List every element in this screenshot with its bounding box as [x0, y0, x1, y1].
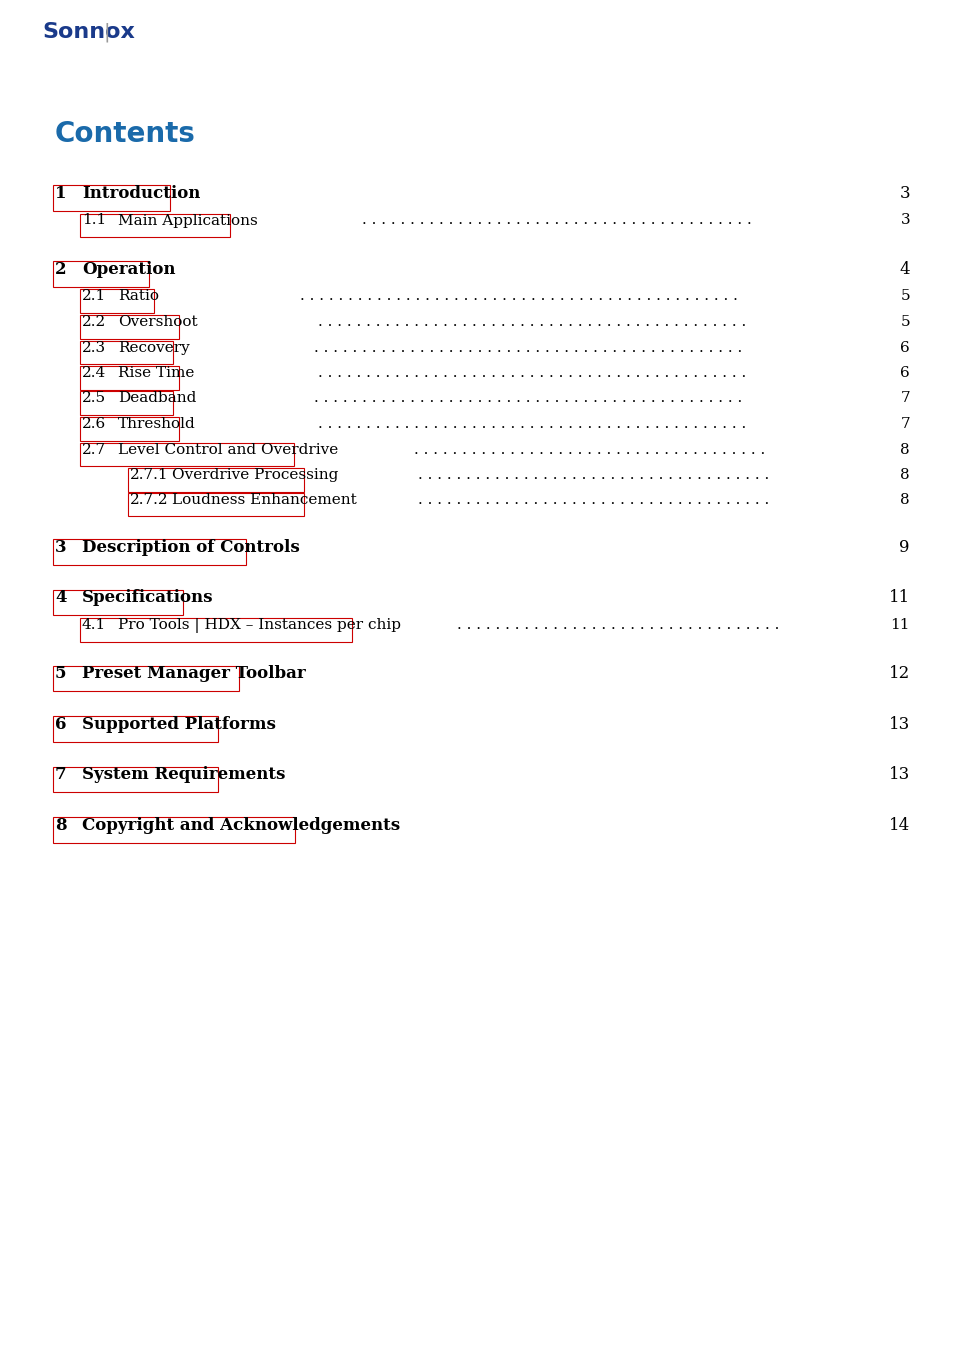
Text: 2.2: 2.2 [82, 315, 106, 329]
Bar [52, 261, 149, 286]
Text: 2.4: 2.4 [82, 366, 106, 379]
Text: 3: 3 [900, 213, 909, 228]
Text: System Requirements: System Requirements [82, 767, 285, 783]
Bar [128, 468, 303, 491]
Bar [79, 366, 179, 390]
Text: 14: 14 [888, 817, 909, 834]
Text: 12: 12 [888, 666, 909, 683]
Text: . . . . . . . . . . . . . . . . . . . . . . . . . . . . . . . . . . . . . . . . : . . . . . . . . . . . . . . . . . . . . … [314, 392, 747, 405]
Bar [52, 666, 239, 691]
Text: 5: 5 [900, 315, 909, 329]
Bar [79, 340, 172, 364]
Bar [79, 392, 172, 416]
Text: Deadband: Deadband [118, 392, 196, 405]
Bar [79, 443, 294, 466]
Text: . . . . . . . . . . . . . . . . . . . . . . . . . . . . . . . . . . . . .: . . . . . . . . . . . . . . . . . . . . … [417, 468, 774, 482]
Text: 2.7: 2.7 [82, 443, 106, 456]
Text: Preset Manager Toolbar: Preset Manager Toolbar [82, 666, 305, 683]
Text: 2.1: 2.1 [82, 289, 106, 304]
Text: . . . . . . . . . . . . . . . . . . . . . . . . . . . . . . . . . . . . . . . . : . . . . . . . . . . . . . . . . . . . . … [362, 213, 757, 228]
Text: 7: 7 [55, 767, 67, 783]
Text: Overshoot: Overshoot [118, 315, 197, 329]
Text: . . . . . . . . . . . . . . . . . . . . . . . . . . . . . . . . . . . . .: . . . . . . . . . . . . . . . . . . . . … [417, 493, 774, 506]
Text: 2.5: 2.5 [82, 392, 106, 405]
Text: 6: 6 [55, 716, 67, 733]
Text: Loudness Enhancement: Loudness Enhancement [172, 493, 356, 506]
Text: 8: 8 [900, 468, 909, 482]
Text: 9: 9 [899, 539, 909, 556]
Text: Threshold: Threshold [118, 417, 195, 431]
Text: . . . . . . . . . . . . . . . . . . . . . . . . . . . . . . . . . . . . . . . . : . . . . . . . . . . . . . . . . . . . . … [317, 417, 750, 431]
Bar [52, 716, 218, 742]
Text: . . . . . . . . . . . . . . . . . . . . . . . . . . . . . . . . . . . . . . . . : . . . . . . . . . . . . . . . . . . . . … [300, 289, 742, 304]
Text: . . . . . . . . . . . . . . . . . . . . . . . . . . . . . . . . . . . . . . . . : . . . . . . . . . . . . . . . . . . . . … [317, 366, 750, 379]
Text: Pro Tools | HDX – Instances per chip: Pro Tools | HDX – Instances per chip [118, 618, 400, 633]
Text: 6: 6 [900, 366, 909, 379]
Text: 2.3: 2.3 [82, 340, 106, 355]
Text: 7: 7 [900, 417, 909, 431]
Text: 13: 13 [888, 716, 909, 733]
Text: 11: 11 [888, 590, 909, 606]
Text: 7: 7 [900, 392, 909, 405]
Text: . . . . . . . . . . . . . . . . . . . . . . . . . . . . . . . . . . . . . . . . : . . . . . . . . . . . . . . . . . . . . … [314, 340, 747, 355]
Text: . . . . . . . . . . . . . . . . . . . . . . . . . . . . . . . . . . . . . . . . : . . . . . . . . . . . . . . . . . . . . … [317, 315, 750, 329]
Bar [52, 185, 170, 211]
Text: Operation: Operation [82, 261, 175, 278]
Bar [128, 493, 303, 516]
Text: 8: 8 [55, 817, 67, 834]
Bar [52, 817, 294, 842]
Bar [79, 213, 231, 238]
Text: Recovery: Recovery [118, 340, 190, 355]
Text: 1: 1 [55, 185, 67, 202]
Text: Copyright and Acknowledgements: Copyright and Acknowledgements [82, 817, 399, 834]
Text: Ratio: Ratio [118, 289, 159, 304]
Bar [52, 590, 183, 616]
Text: Introduction: Introduction [82, 185, 200, 202]
Text: 3: 3 [899, 185, 909, 202]
Text: Contents: Contents [55, 120, 195, 148]
Text: 2.7.2: 2.7.2 [130, 493, 169, 506]
Text: 4.1: 4.1 [82, 618, 106, 632]
Bar [79, 618, 352, 641]
Text: 8: 8 [900, 443, 909, 456]
Bar [79, 315, 179, 339]
Text: 5: 5 [55, 666, 67, 683]
Text: Specifications: Specifications [82, 590, 213, 606]
Text: 13: 13 [888, 767, 909, 783]
Text: |: | [104, 22, 111, 42]
Text: 2.7.1: 2.7.1 [130, 468, 169, 482]
Text: . . . . . . . . . . . . . . . . . . . . . . . . . . . . . . . . . . . . .: . . . . . . . . . . . . . . . . . . . . … [414, 443, 769, 456]
Text: 1.1: 1.1 [82, 213, 106, 228]
Text: 5: 5 [900, 289, 909, 304]
Text: 6: 6 [900, 340, 909, 355]
Text: 8: 8 [900, 493, 909, 506]
Text: Main Applications: Main Applications [118, 213, 257, 228]
Text: 2: 2 [55, 261, 67, 278]
Text: Level Control and Overdrive: Level Control and Overdrive [118, 443, 338, 456]
Text: Sonnox: Sonnox [42, 22, 134, 42]
Text: 4: 4 [55, 590, 67, 606]
Text: Overdrive Processing: Overdrive Processing [172, 468, 338, 482]
Text: 3: 3 [55, 539, 67, 556]
Text: 2.6: 2.6 [82, 417, 106, 431]
Bar [79, 417, 179, 440]
Bar [79, 289, 153, 313]
Text: Rise Time: Rise Time [118, 366, 194, 379]
Text: Description of Controls: Description of Controls [82, 539, 299, 556]
Text: 4: 4 [899, 261, 909, 278]
Text: . . . . . . . . . . . . . . . . . . . . . . . . . . . . . . . . . .: . . . . . . . . . . . . . . . . . . . . … [456, 618, 783, 632]
Bar [52, 767, 218, 792]
Text: Supported Platforms: Supported Platforms [82, 716, 275, 733]
Text: 11: 11 [889, 618, 909, 632]
Bar [52, 539, 246, 564]
